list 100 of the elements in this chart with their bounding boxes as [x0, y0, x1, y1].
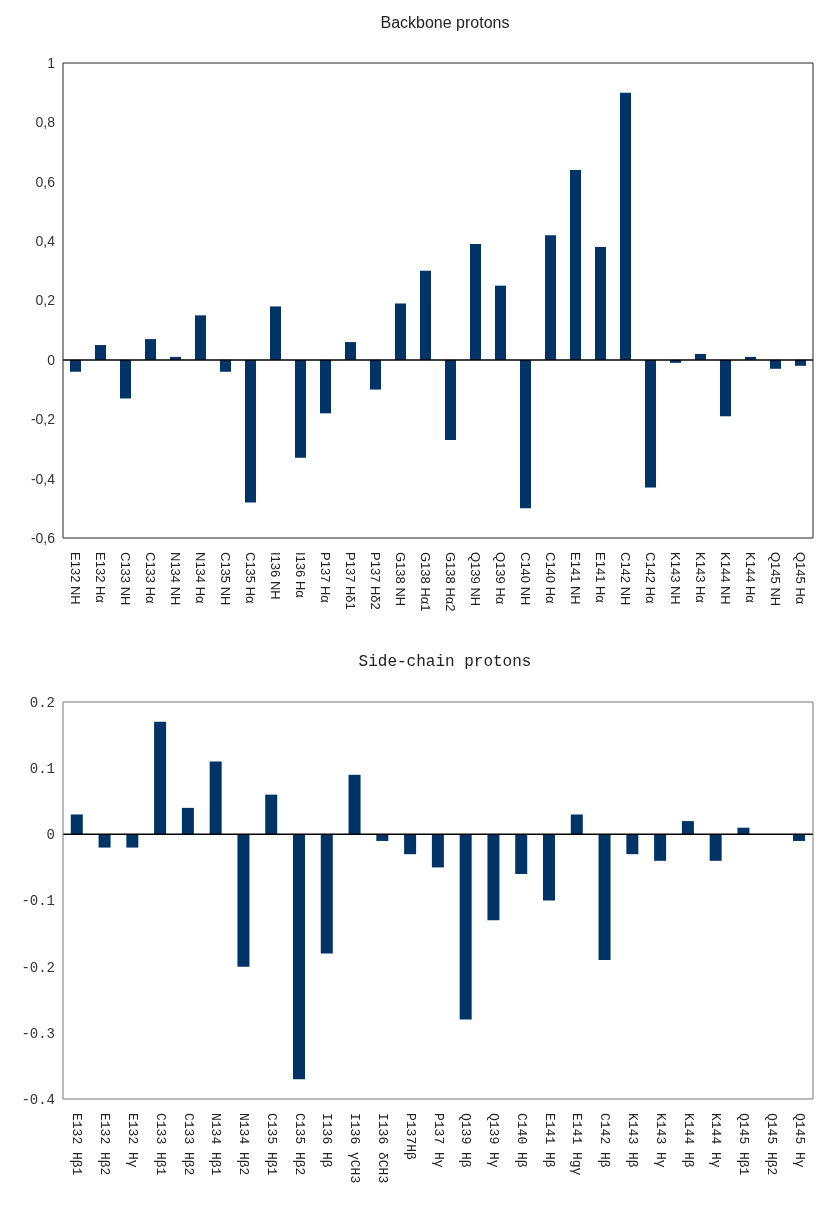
x-tick-label: C142 NH [618, 552, 633, 606]
bar [404, 834, 417, 855]
x-tick-label: N134 NH [168, 552, 183, 606]
bar [348, 774, 361, 835]
bar [487, 834, 500, 921]
x-tick-label: C135 Hβ2 [291, 1113, 307, 1176]
x-tick-label: N134 Hβ2 [236, 1113, 252, 1176]
bar [598, 834, 611, 961]
x-tick-label: Q139 NH [468, 552, 483, 607]
x-tick-label: K143 Hγ [652, 1113, 668, 1168]
bar [595, 247, 606, 360]
bar [720, 359, 731, 417]
bar [459, 834, 472, 1020]
x-tick-label: C140 Hβ [513, 1113, 529, 1168]
x-tick-label: C140 NH [518, 552, 533, 606]
bar [570, 169, 581, 360]
x-tick-label: C140 Hα [543, 552, 558, 605]
bar [270, 306, 281, 360]
bar [145, 339, 156, 360]
x-tick-label: Q139 Hβ [458, 1113, 474, 1168]
y-tick-label: 1 [47, 54, 56, 71]
y-tick-label: 0,4 [35, 233, 56, 250]
x-tick-label: Q145 Hβ1 [736, 1113, 752, 1176]
bar [70, 359, 81, 372]
bar [120, 359, 131, 399]
bar [126, 834, 139, 848]
bar [793, 834, 805, 841]
bar [737, 827, 750, 835]
x-tick-label: P137 Hδ2 [368, 552, 383, 610]
bar [520, 359, 531, 509]
x-tick-label: E132 Hβ2 [97, 1113, 113, 1176]
y-tick-label: -0,4 [30, 470, 56, 487]
bar [209, 761, 222, 835]
bar [293, 834, 305, 1080]
y-tick-label: 0,6 [35, 173, 56, 190]
x-tick-label: G138 Hα1 [418, 552, 433, 612]
bar [626, 834, 639, 855]
x-tick-label: Q139 Hγ [486, 1113, 502, 1168]
bar [345, 342, 356, 360]
bar [70, 814, 83, 835]
bar [420, 270, 431, 360]
bar [470, 244, 481, 360]
x-tick-label: Q139 Hα [493, 552, 508, 605]
x-tick-label: N134 Hα [193, 552, 208, 605]
x-tick-label: Q145 Hβ2 [763, 1113, 779, 1176]
bar [395, 303, 406, 360]
bar [320, 359, 331, 414]
bar [98, 834, 111, 848]
x-tick-label: C142 Hα [643, 552, 658, 605]
x-tick-label: E132 Hγ [124, 1113, 140, 1168]
x-tick-label: I136 NH [268, 552, 283, 600]
bar [495, 285, 506, 360]
x-tick-label: P137 Hγ [430, 1113, 446, 1168]
x-tick-label: C135 NH [218, 552, 233, 606]
bar [376, 834, 389, 841]
x-tick-label: K143 NH [668, 552, 683, 605]
y-tick-label: -0,2 [30, 411, 56, 428]
chart-title: Side-chain protons [357, 652, 533, 673]
x-tick-label: Q145 NH [768, 552, 783, 607]
x-tick-label: C133 Hα [143, 552, 158, 605]
bar [681, 821, 694, 835]
x-tick-label: C133 NH [118, 552, 133, 606]
x-tick-label: E141 Hβ [541, 1113, 557, 1168]
bar [654, 834, 667, 861]
x-tick-label: E141 Hgγ [569, 1113, 585, 1176]
x-tick-label: I136 γCH3 [347, 1113, 363, 1184]
bar [445, 359, 456, 441]
x-tick-label: I136 δCH3 [374, 1113, 390, 1184]
bar [220, 359, 231, 372]
y-tick-label: 0 [46, 827, 55, 844]
x-tick-label: I136 Hβ [319, 1113, 335, 1168]
bar [545, 235, 556, 360]
bar [265, 794, 278, 835]
x-tick-label: E141 Hα [593, 552, 608, 604]
bar [95, 345, 106, 360]
x-tick-label: K143 Hα [693, 552, 708, 604]
bar [195, 315, 206, 360]
x-tick-label: C133 Hβ1 [152, 1113, 168, 1176]
x-tick-label: E132 Hβ1 [69, 1113, 85, 1176]
bar [320, 834, 333, 954]
x-tick-label: P137 Hδ1 [343, 552, 358, 610]
x-tick-label: C135 Hβ1 [263, 1113, 279, 1176]
x-tick-label: I136 Hα [293, 552, 308, 599]
x-tick-label: C135 Hα [243, 552, 258, 605]
bar [154, 721, 167, 835]
x-tick-label: K144 Hβ [680, 1113, 696, 1168]
x-tick-label: N134 Hβ1 [208, 1113, 224, 1176]
bar [431, 834, 444, 868]
y-tick-label: -0.2 [21, 959, 55, 976]
bar [570, 814, 583, 835]
bar [515, 834, 528, 875]
bar [709, 834, 722, 861]
y-tick-label: 0 [47, 351, 56, 368]
y-tick-label: -0.1 [21, 893, 55, 910]
bar [181, 807, 194, 835]
bar [620, 92, 631, 360]
x-tick-label: C142 Hβ [597, 1113, 613, 1168]
x-tick-label: C133 Hβ2 [180, 1113, 196, 1176]
x-tick-label: K144 Hα [743, 552, 758, 604]
bar [370, 359, 381, 390]
